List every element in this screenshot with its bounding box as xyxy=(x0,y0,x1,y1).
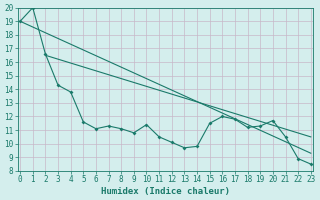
X-axis label: Humidex (Indice chaleur): Humidex (Indice chaleur) xyxy=(101,187,230,196)
